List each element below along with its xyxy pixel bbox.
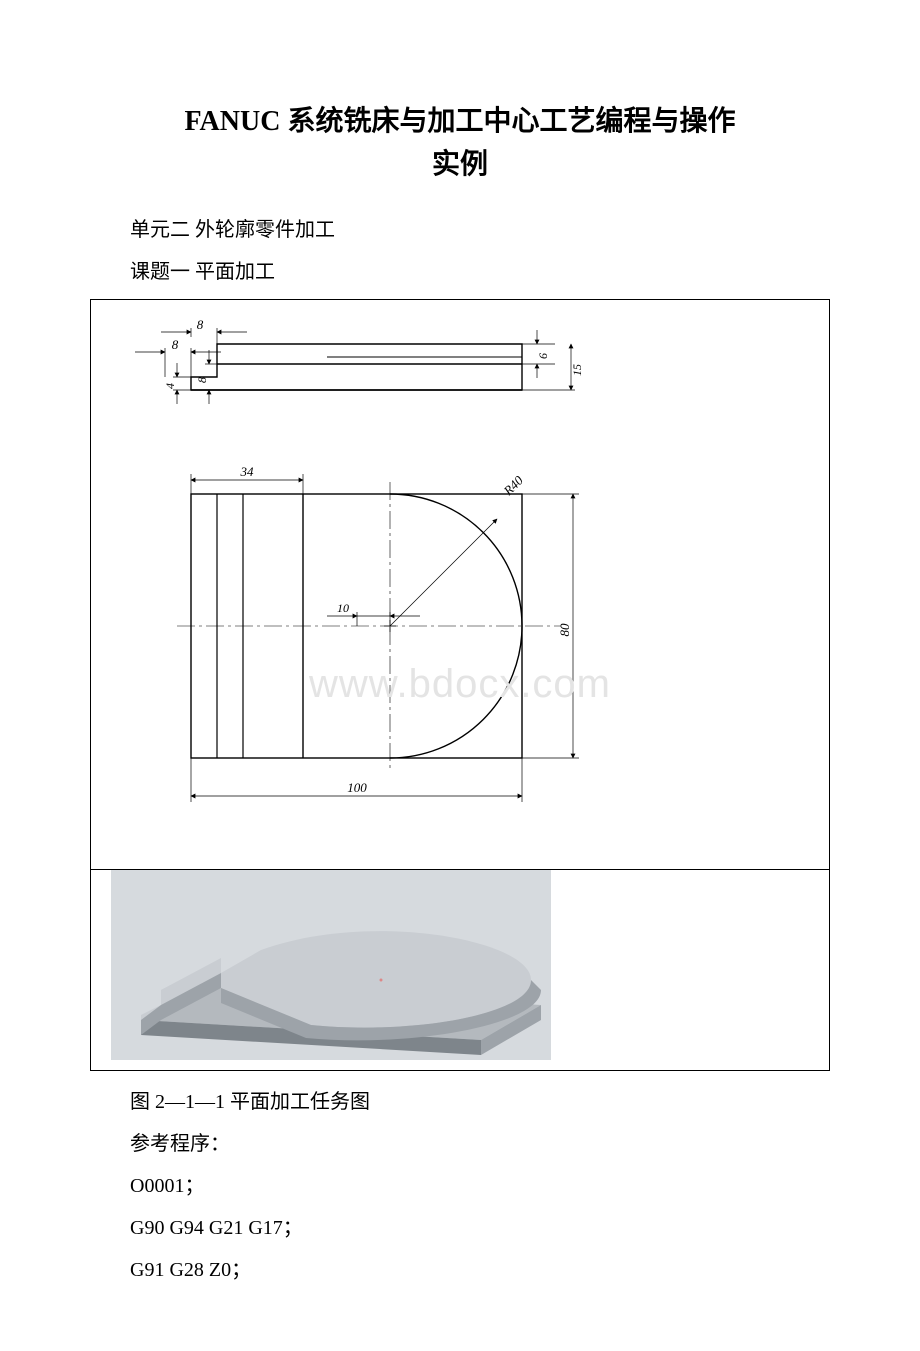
dim-15: 15 (570, 364, 584, 376)
title-latin: FANUC 系统铣床与加工中心工艺编程与操作 (185, 106, 736, 137)
figure-caption: 图 2—1—1 平面加工任务图 (90, 1081, 830, 1123)
dim-8b: 8 (172, 337, 179, 352)
dim-100: 100 (347, 780, 367, 795)
dim-4: 4 (163, 383, 177, 389)
program-label: 参考程序： (90, 1123, 830, 1165)
plan-view: 34 R40 10 80 (177, 464, 579, 802)
technical-drawing: www.bdocx.com (91, 300, 829, 870)
render-3d (111, 870, 551, 1060)
title-line2: 实例 (432, 148, 488, 179)
dim-10: 10 (337, 601, 349, 615)
heading-topic: 课题一 平面加工 (90, 251, 830, 293)
drawing-svg: 8 8 4 (107, 314, 807, 859)
elevation-view: 8 8 4 (135, 317, 584, 404)
page-title: FANUC 系统铣床与加工中心工艺编程与操作 实例 (90, 100, 830, 185)
heading-unit: 单元二 外轮廓零件加工 (90, 209, 830, 251)
program-line-0: O0001； (130, 1175, 204, 1197)
dim-34: 34 (240, 464, 255, 479)
program-line-1: G90 G94 G21 G17； (130, 1217, 303, 1239)
dim-80: 80 (557, 623, 572, 637)
figure-container: www.bdocx.com (90, 299, 830, 1071)
dim-8a: 8 (197, 317, 204, 332)
program-line-2: G91 G28 Z0； (130, 1259, 251, 1281)
dim-6: 6 (536, 353, 550, 359)
render-panel (91, 870, 829, 1070)
dim-8c: 8 (195, 377, 209, 383)
